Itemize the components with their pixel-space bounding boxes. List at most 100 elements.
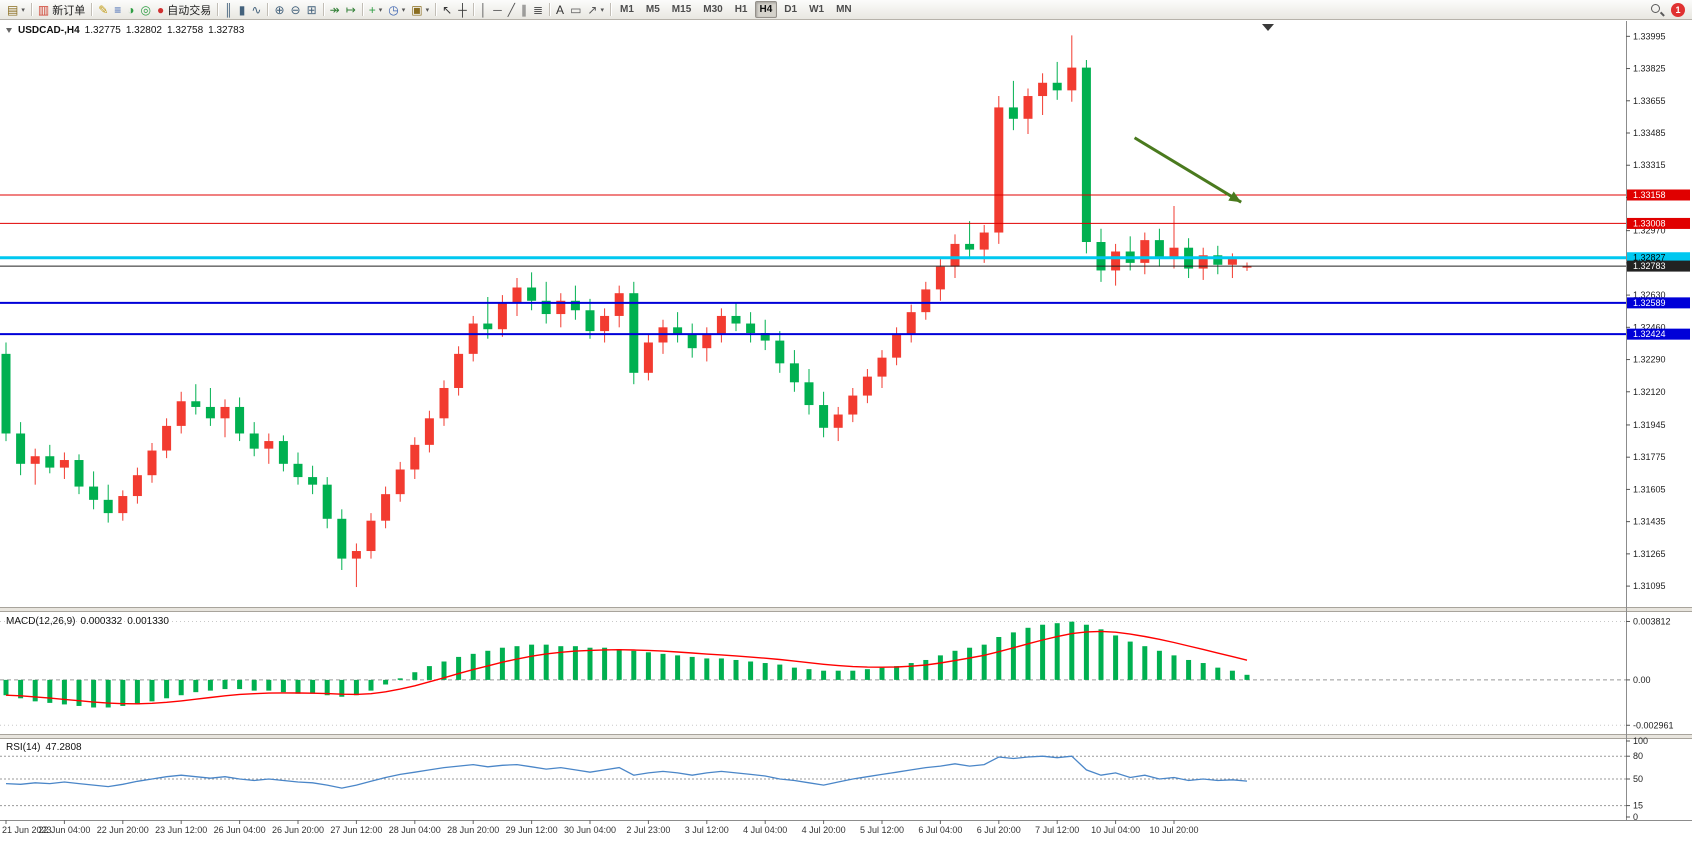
text-icon[interactable]: A [553, 1, 567, 19]
bar-chart-icon-glyph: ║ [224, 2, 233, 17]
indicators-icon[interactable]: + ▾ [366, 1, 386, 19]
label-icon[interactable]: ▭ [567, 1, 584, 19]
timeframe-w1[interactable]: W1 [809, 4, 825, 15]
chart-background [0, 21, 1692, 846]
trend-arrow[interactable] [1133, 136, 1242, 204]
arrows-icon[interactable]: ↗ ▾ [584, 1, 607, 19]
new-order-button[interactable]: ▥ 新订单 [35, 1, 88, 19]
data-window-icon[interactable]: ◑ [124, 1, 137, 19]
svg-text:50: 50 [1633, 774, 1643, 784]
data-window-icon-glyph: ◑ [127, 2, 135, 17]
horizontal-line-icon[interactable]: ─ [490, 1, 505, 19]
svg-text:1.32970: 1.32970 [1633, 226, 1666, 236]
periods-icon[interactable]: ◷ ▾ [385, 1, 408, 19]
channel-icon[interactable]: ∥ [518, 1, 530, 19]
zoom-in-icon[interactable]: ⊕ [271, 1, 287, 19]
notification-badge[interactable]: 1 [1671, 2, 1685, 17]
timeframe-h1[interactable]: H1 [734, 4, 748, 15]
periods-icon-caret: ▾ [401, 6, 406, 14]
market-watch-icon[interactable]: ≡ [111, 1, 124, 19]
timeframe-m15[interactable]: M15 [671, 4, 692, 15]
svg-text:1.32460: 1.32460 [1633, 322, 1666, 332]
market-watch-icon-glyph: ≡ [114, 2, 122, 17]
svg-text:28 Jun 20:00: 28 Jun 20:00 [447, 825, 499, 835]
new-order-button-glyph: ▥ [37, 2, 50, 17]
macd-panel: 0.003812 0.00 -0.002961 [0, 616, 1674, 730]
toolbar-separator [549, 3, 551, 16]
toolbar-main: ▤ ▾ ▥ 新订单 ✎ ≡ ◑ ◎ ● 自动交易 ║ ▮ ∿ ⊕ ⊖ ⊞ ↠ ↦ + ▾ ◷ ▾ ▣ ▾ ↖ ┼ │ ─ ╱ ∥ ≣ A ▭ ↗ ▾… [4, 0, 858, 19]
fibonacci-icon[interactable]: ≣ [530, 1, 546, 19]
price-badge-label: 1.32424 [1633, 329, 1666, 339]
svg-text:1.33485: 1.33485 [1633, 128, 1666, 138]
metaeditor-icon[interactable]: ✎ [95, 1, 111, 19]
chart-shift-marker[interactable] [1262, 24, 1274, 31]
vertical-line-icon-glyph: │ [479, 2, 488, 17]
vertical-line-icon[interactable]: │ [477, 1, 491, 19]
new-order-button-label: 新订单 [52, 4, 86, 17]
new-chart-icon-glyph: ▤ [7, 2, 19, 17]
svg-text:7 Jul 12:00: 7 Jul 12:00 [1035, 825, 1079, 835]
collapse-panel-icon[interactable] [6, 28, 12, 33]
candlestick-chart-icon[interactable]: ▮ [236, 1, 249, 19]
price-badge [1627, 328, 1690, 340]
timeframe-m5[interactable]: M5 [645, 4, 660, 15]
timeframe-mn[interactable]: MN [836, 4, 852, 15]
svg-text:80: 80 [1633, 751, 1643, 761]
search-icon[interactable] [1650, 3, 1664, 17]
templates-icon[interactable]: ▣ ▾ [408, 1, 432, 19]
navigator-icon-glyph: ◎ [140, 2, 152, 17]
trendline-icon[interactable]: ╱ [505, 1, 518, 19]
auto-scroll-icon-glyph: ↠ [329, 2, 340, 17]
zoom-out-icon[interactable]: ⊖ [288, 1, 304, 19]
new-chart-icon[interactable]: ▤ ▾ [4, 1, 28, 19]
periods-icon-glyph: ◷ [388, 2, 399, 17]
timeframe-d1[interactable]: D1 [784, 4, 798, 15]
toolbar-separator [609, 3, 611, 16]
cursor-icon-glyph: ↖ [442, 2, 453, 17]
auto-scroll-icon[interactable]: ↠ [327, 1, 343, 19]
line-chart-icon[interactable]: ∿ [248, 1, 264, 19]
macd-name-label: MACD(12,26,9) [6, 616, 76, 627]
rsi-name-label: RSI(14) [6, 742, 41, 753]
svg-text:22 Jun 20:00: 22 Jun 20:00 [97, 825, 149, 835]
svg-text:1.31775: 1.31775 [1633, 452, 1666, 462]
price-badge [1627, 217, 1690, 229]
chart-shift-icon[interactable]: ↦ [343, 1, 359, 19]
macd-header: MACD(12,26,9) 0.000332 0.001330 [6, 616, 169, 627]
price-badge-label: 1.32589 [1633, 298, 1666, 308]
label-icon-glyph: ▭ [570, 2, 582, 17]
line-chart-icon-glyph: ∿ [251, 2, 262, 17]
toolbar-separator [322, 3, 324, 16]
autotrading-button[interactable]: ● 自动交易 [154, 1, 214, 19]
panel-separators[interactable] [0, 607, 1692, 821]
metaeditor-icon-glyph: ✎ [98, 2, 109, 17]
navigator-icon[interactable]: ◎ [138, 1, 154, 19]
crosshair-icon[interactable]: ┼ [455, 1, 470, 19]
toolbar-separator [435, 3, 437, 16]
svg-text:21 Jun 2023: 21 Jun 2023 [2, 825, 52, 835]
timeframe-h4[interactable]: H4 [754, 1, 778, 18]
price-badge [1627, 252, 1690, 264]
price-badge [1627, 189, 1690, 201]
tile-windows-icon[interactable]: ⊞ [304, 1, 320, 19]
svg-text:27 Jun 12:00: 27 Jun 12:00 [330, 825, 382, 835]
svg-text:1.33825: 1.33825 [1633, 64, 1666, 74]
timeframe-m1[interactable]: M1 [619, 4, 634, 15]
bar-chart-icon[interactable]: ║ [221, 1, 236, 19]
autotrading-button-glyph: ● [157, 2, 165, 17]
svg-text:23 Jun 12:00: 23 Jun 12:00 [155, 825, 207, 835]
toolbar-separator [472, 3, 474, 16]
ohlc-close: 1.32783 [208, 25, 245, 36]
cursor-icon[interactable]: ↖ [439, 1, 455, 19]
timeframe-m30[interactable]: M30 [703, 4, 723, 15]
rsi-line [5, 755, 1248, 789]
toolbar-separator [91, 3, 93, 16]
svg-text:6 Jul 04:00: 6 Jul 04:00 [918, 825, 962, 835]
svg-text:10 Jul 04:00: 10 Jul 04:00 [1091, 825, 1140, 835]
macd-main-value: 0.000332 [80, 616, 123, 627]
price-badge-label: 1.32783 [1633, 261, 1666, 271]
